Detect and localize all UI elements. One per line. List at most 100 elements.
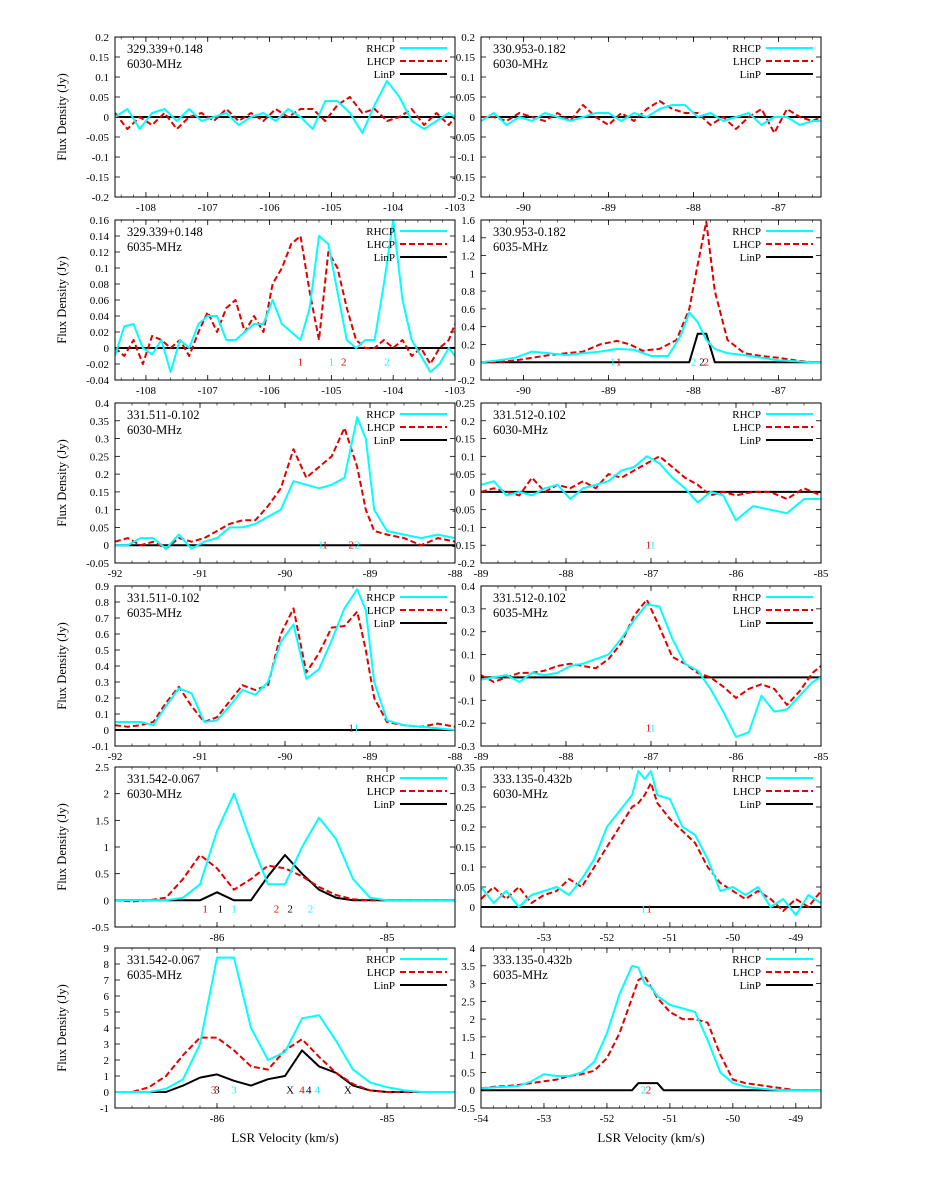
legend-label-linp: LinP (374, 252, 395, 264)
x-tick-label: -89 (601, 202, 616, 214)
y-tick-label: 5 (104, 1007, 110, 1019)
x-tick-label: -53 (537, 1113, 552, 1125)
x-tick-label: -50 (726, 1113, 741, 1125)
component-marker: 1 (610, 357, 616, 369)
x-tick-label: -88 (559, 568, 574, 580)
panel-6: -0.2 -0.15 -0.1 -0.05 0 0.05 0.1 0.15 0.2 0.25 -89… (452, 398, 829, 580)
legend-label-linp: LinP (740, 435, 761, 447)
panel-8: -0.3 -0.2 -0.1 0 0.1 0.2 0.3 0.4 -89 -88 -87 -86 -85… (458, 581, 829, 763)
series-group (481, 455, 821, 522)
panel-title: 331.511-0.102 (127, 591, 199, 605)
plot-frame (480, 402, 822, 564)
y-tick-label: 0.05 (456, 92, 476, 104)
legend-label-linp: LinP (740, 69, 761, 81)
legend-label-rhcp: RHCP (366, 226, 395, 238)
series-lhcp-line (481, 455, 821, 500)
series-linp-line (481, 1082, 821, 1092)
x-tick-label: -85 (380, 932, 395, 944)
panel-title: 331.512-0.102 (493, 591, 566, 605)
y-tick-label: 0.1 (95, 72, 109, 84)
y-tick-label: 0.1 (461, 862, 475, 874)
x-tick-label: -91 (193, 568, 208, 580)
x-axis-label-left: LSR Velocity (km/s) (231, 1130, 338, 1145)
component-marker: 3 (211, 1085, 217, 1097)
y-tick-label: 0.12 (90, 247, 109, 259)
y-tick-label: 1.5 (95, 815, 109, 827)
series-linp-line (115, 1049, 455, 1093)
y-tick-label: 0 (470, 112, 476, 124)
y-tick-label: 3 (470, 979, 476, 991)
y-tick-label: 0.1 (95, 505, 109, 517)
x-tick-label: -107 (198, 202, 219, 214)
x-tick-label: -88 (448, 751, 463, 763)
y-tick-label: 0.15 (456, 842, 476, 854)
y-tick-label: 2.5 (95, 762, 109, 774)
x-tick-label: -87 (644, 751, 659, 763)
plot-frame (480, 36, 822, 198)
x-tick-label: -88 (559, 751, 574, 763)
y-tick-label: 0 (104, 540, 110, 552)
series-lhcp-line (115, 1036, 455, 1093)
panel-title: 333.135-0.432b (493, 772, 572, 786)
y-tick-label: 0.9 (95, 581, 109, 593)
series-rhcp-line (115, 956, 455, 1093)
component-marker: 2 (308, 904, 314, 916)
series-group (115, 220, 455, 373)
legend-label-linp: LinP (374, 69, 395, 81)
panel-title: 331.512-0.102 (493, 408, 566, 422)
component-marker: 1 (202, 904, 208, 916)
plot-frame (480, 219, 822, 381)
series-lhcp-line (115, 96, 455, 130)
series-lhcp-line (115, 607, 455, 728)
y-tick-label: -0.05 (452, 505, 475, 517)
component-marker: 1 (650, 540, 656, 552)
panel-1: -0.2 -0.15 -0.1 -0.05 0 0.05 0.1 0.15 0.2 -108 -10… (55, 32, 466, 214)
legend-label-rhcp: RHCP (732, 954, 761, 966)
x-tick-label: -89 (474, 751, 489, 763)
legend-label-rhcp: RHCP (366, 409, 395, 421)
component-marker: 1 (646, 723, 652, 735)
y-tick-label: 4 (104, 1023, 110, 1035)
series-lhcp-line (481, 220, 821, 364)
x-tick-label: -104 (383, 385, 404, 397)
y-tick-label: 2 (104, 789, 110, 801)
x-tick-label: -105 (321, 385, 342, 397)
y-tick-label: -0.15 (452, 172, 475, 184)
y-tick-label: 0 (104, 112, 110, 124)
series-rhcp-line (481, 603, 821, 738)
y-tick-label: 0.4 (95, 661, 109, 673)
component-marker: 3 (231, 1085, 237, 1097)
x-tick-label: -49 (788, 932, 803, 944)
x-tick-label: -92 (108, 751, 123, 763)
panel-subtitle: 6035-MHz (493, 968, 548, 982)
x-tick-label: -51 (663, 1113, 678, 1125)
component-marker: 2 (274, 904, 280, 916)
y-tick-label: 0.4 (95, 398, 109, 410)
x-tick-label: -108 (136, 202, 157, 214)
panel-title: 331.511-0.102 (127, 408, 199, 422)
legend-label-rhcp: RHCP (366, 592, 395, 604)
legend-label-lhcp: LHCP (367, 56, 395, 68)
y-tick-label: -0.5 (92, 922, 110, 934)
component-marker: 3 (214, 1085, 220, 1097)
y-tick-label: 1.2 (461, 251, 475, 263)
y-tick-label: 0.15 (90, 487, 110, 499)
y-tick-label: 0.2 (461, 32, 475, 44)
panel-4: -0.2 0 0.2 0.4 0.6 0.8 1 1.2 1.4 1.6 -90 -89 -88 -87 3… (458, 215, 822, 397)
y-tick-label: 1.5 (461, 1032, 475, 1044)
series-group (115, 588, 455, 731)
panel-title: 330.953-0.182 (493, 42, 566, 56)
legend-label-linp: LinP (374, 618, 395, 630)
series-group (115, 956, 455, 1093)
x-tick-label: -86 (210, 1113, 225, 1125)
x-tick-label: -92 (108, 568, 123, 580)
series-rhcp-line (115, 80, 455, 134)
y-tick-label: 0.16 (90, 215, 110, 227)
y-tick-label: -0.05 (452, 132, 475, 144)
legend-label-rhcp: RHCP (732, 226, 761, 238)
series-group (481, 220, 821, 364)
x-tick-label: -108 (136, 385, 157, 397)
y-axis-label: Flux Density (Jy) (55, 622, 69, 710)
legend-label-lhcp: LHCP (367, 422, 395, 434)
component-marker: 1 (218, 904, 224, 916)
